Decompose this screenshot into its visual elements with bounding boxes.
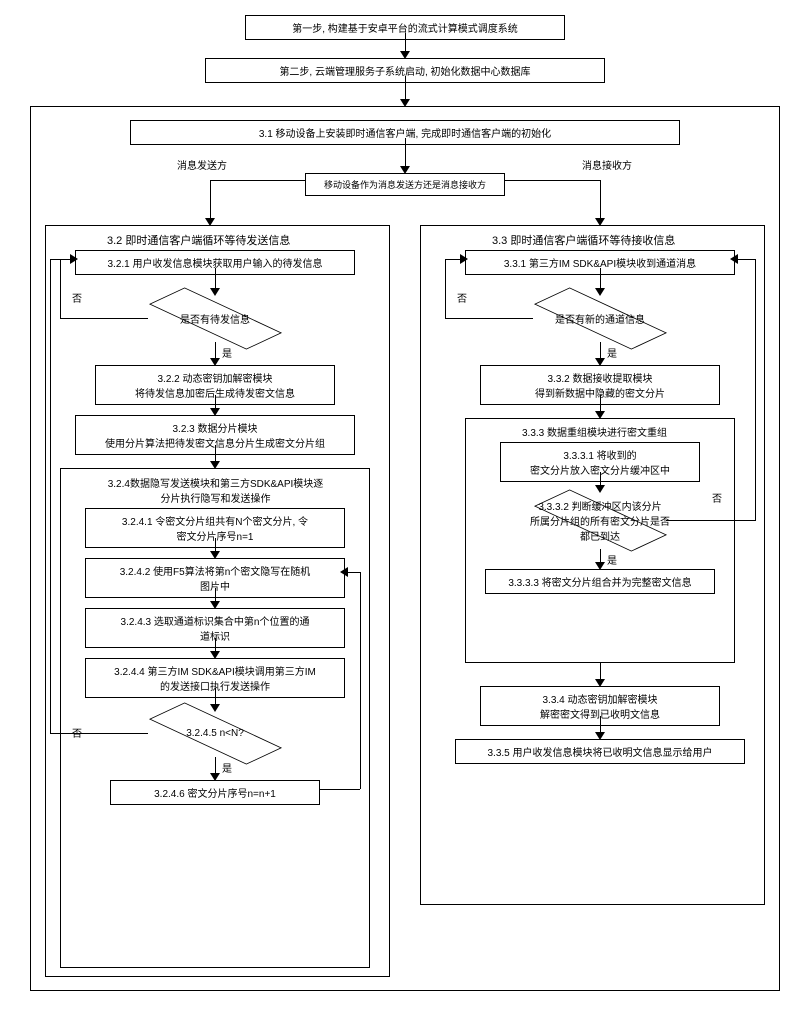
label-sender: 消息发送方 (175, 157, 229, 172)
decision-nN: 3.2.4.5 n<N? (145, 708, 285, 758)
title-3-2-4: 3.2.4数据隐写发送模块和第三方SDK&API模块逐分片执行隐写和发送操作 (78, 475, 353, 505)
label-yes-4: 是 (605, 552, 619, 567)
step-3-2-4-6: 3.2.4.6 密文分片序号n=n+1 (110, 780, 320, 805)
title-3-2: 3.2 即时通信客户端循环等待发送信息 (105, 232, 292, 248)
label-no-4: 否 (710, 490, 724, 505)
step-3-3-5: 3.3.5 用户收发信息模块将已收明文信息显示给用户 (455, 739, 745, 764)
title-3-3-3: 3.3.3 数据重组模块进行密文重组 (520, 424, 669, 439)
label-no-3: 否 (455, 290, 469, 305)
label-no-1: 否 (70, 290, 84, 305)
step-3-3-3-3: 3.3.3.3 将密文分片组合并为完整密文信息 (485, 569, 715, 594)
title-3-3: 3.3 即时通信客户端循环等待接收信息 (490, 232, 677, 248)
decision-pending: 是否有待发信息 (145, 293, 285, 343)
label-yes-1: 是 (220, 345, 234, 360)
decision-role: 移动设备作为消息发送方还是消息接收方 (305, 173, 505, 196)
decision-new: 是否有新的通道信息 (530, 293, 670, 343)
label-yes-2: 是 (220, 760, 234, 775)
label-yes-3: 是 (605, 345, 619, 360)
decision-arrive: 3.3.3.2 判断缓冲区内该分片所属分片组的所有密文分片是否都已到达 (530, 490, 670, 550)
label-receiver: 消息接收方 (580, 157, 634, 172)
